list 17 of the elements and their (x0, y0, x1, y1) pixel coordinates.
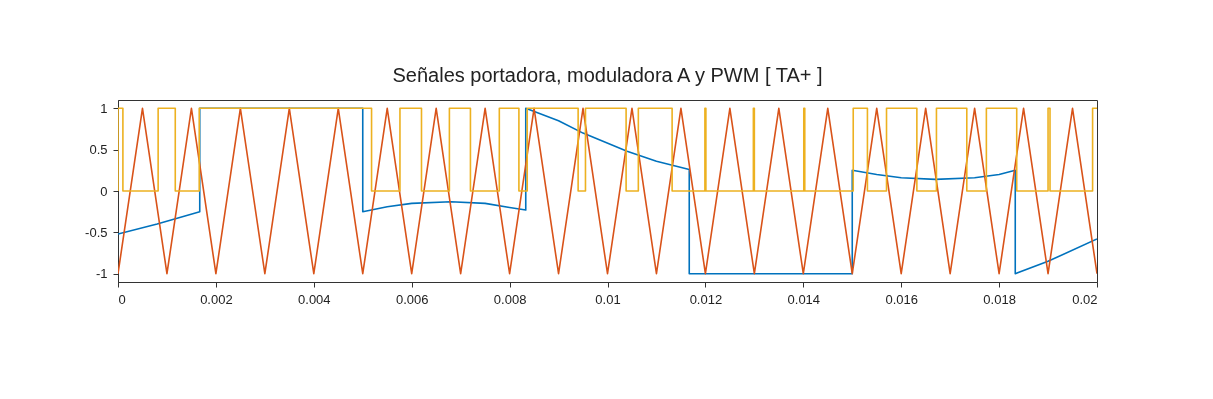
chart-title: Señales portadora, moduladora A y PWM [ TA+ ] (392, 64, 823, 86)
y-tick-label: 1 (100, 100, 108, 116)
x-tick-label: 0.004 (298, 291, 331, 307)
y-tick-label: 0.5 (89, 142, 108, 158)
y-tick-label: 0 (100, 183, 108, 199)
x-tick-label: 0.016 (885, 291, 918, 307)
x-tick-label: 0.014 (787, 291, 821, 307)
x-tick-label: 0.01 (595, 291, 621, 307)
x-tick-label: 0.02 (1072, 291, 1098, 307)
x-tick-label: 0.018 (983, 291, 1016, 307)
x-tick-label: 0.012 (689, 291, 723, 307)
y-tick-label: -1 (95, 266, 108, 282)
x-tick-label: 0.008 (493, 291, 527, 307)
x-tick-label: 0 (118, 291, 126, 307)
x-tick-label: 0.006 (395, 291, 429, 307)
y-tick-label: -0.5 (85, 224, 108, 240)
x-tick-label: 0.002 (200, 291, 233, 307)
